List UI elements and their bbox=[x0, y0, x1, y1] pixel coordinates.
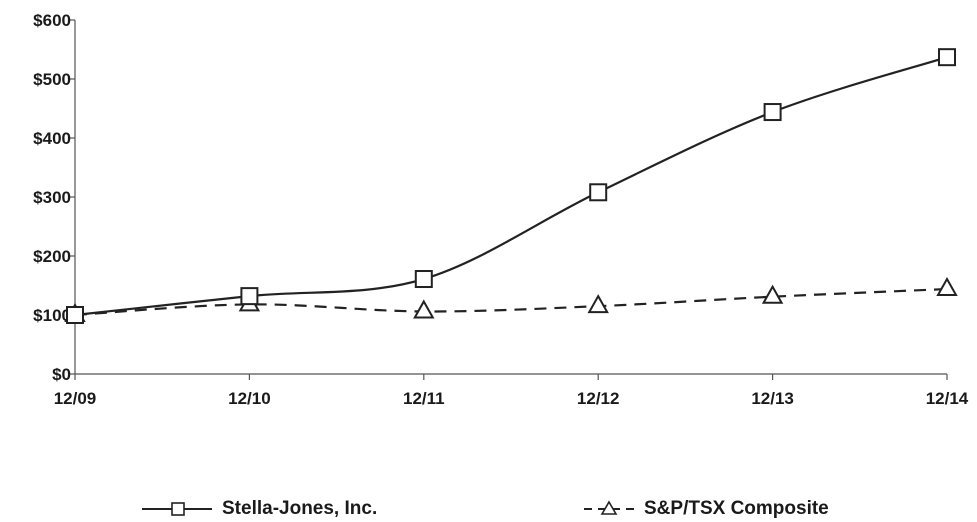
x-tick-label: 12/10 bbox=[228, 389, 271, 408]
data-point-triangle bbox=[413, 299, 435, 319]
data-point-square bbox=[414, 270, 433, 289]
series-sp-tsx bbox=[64, 277, 958, 322]
data-point-square bbox=[240, 287, 259, 306]
legend-swatch-solid-square bbox=[142, 502, 212, 516]
legend-swatch-dashed-triangle bbox=[584, 500, 634, 515]
data-point-square bbox=[589, 183, 608, 202]
y-tick-label: $300 bbox=[33, 188, 71, 207]
legend: Stella-Jones, Inc. S&P/TSX Composite bbox=[0, 498, 977, 522]
y-tick-label: $200 bbox=[33, 247, 71, 266]
legend-item-stella-jones: Stella-Jones, Inc. bbox=[142, 498, 377, 520]
series-layer bbox=[64, 48, 958, 324]
y-tick-label: $600 bbox=[33, 11, 71, 30]
legend-label-stella-jones: Stella-Jones, Inc. bbox=[222, 498, 378, 519]
data-point-triangle bbox=[761, 284, 784, 304]
data-point-triangle bbox=[936, 277, 958, 297]
y-tick-label: $0 bbox=[52, 365, 71, 384]
x-tick-label: 12/11 bbox=[403, 389, 445, 408]
data-point-square bbox=[938, 48, 956, 67]
series-line bbox=[74, 287, 948, 317]
legend-item-sp-tsx: S&P/TSX Composite bbox=[584, 498, 829, 520]
line-chart: $0$100$200$300$400$500$600 12/09 12/10 12/… bbox=[33, 11, 969, 408]
x-tick-label: 12/12 bbox=[577, 389, 620, 408]
y-axis: $0 $100 $200 $300 $400 $500 $600 bbox=[33, 11, 76, 384]
data-point-triangle bbox=[587, 294, 609, 314]
x-tick-label: 12/09 bbox=[54, 389, 97, 408]
x-tick-label: 12/14 bbox=[926, 389, 969, 408]
y-tick-label: $100 bbox=[33, 306, 71, 325]
series-line bbox=[74, 56, 948, 317]
legend-label-sp-tsx: S&P/TSX Composite bbox=[644, 498, 829, 519]
y-tick-label: $500 bbox=[33, 70, 71, 89]
data-point-square bbox=[66, 306, 84, 324]
series-stella-jones bbox=[66, 48, 956, 324]
x-tick-label: 12/13 bbox=[751, 389, 794, 408]
x-axis: 12/09 12/10 12/11 12/12 12/13 12/14 bbox=[54, 373, 969, 408]
data-point-square bbox=[763, 103, 782, 122]
y-tick-label: $400 bbox=[33, 129, 71, 148]
